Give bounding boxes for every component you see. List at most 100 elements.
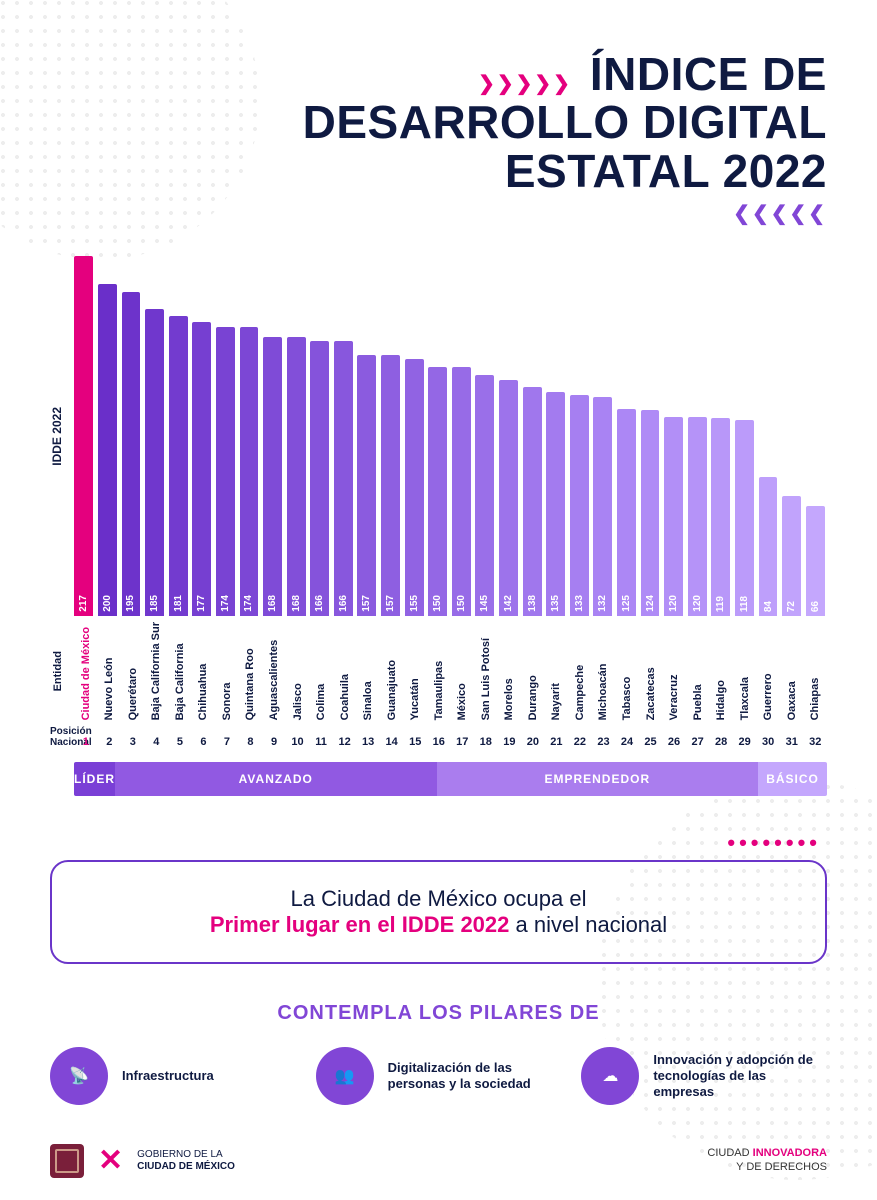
bar-value: 118 xyxy=(739,592,750,616)
gov-line-1: GOBIERNO DE LA xyxy=(137,1149,235,1161)
bar-value: 168 xyxy=(291,591,302,616)
callout-emphasis: Primer lugar en el IDDE 2022 xyxy=(210,912,510,937)
bar-value: 174 xyxy=(243,591,254,616)
entity-axis-label: Entidad xyxy=(50,622,66,720)
people-icon: 👥 xyxy=(316,1047,374,1105)
bar: 84 xyxy=(759,477,778,616)
position-label: 1 xyxy=(74,736,98,748)
bar-value: 124 xyxy=(645,591,656,616)
bar-column: 174 xyxy=(214,327,238,616)
bar-value: 200 xyxy=(102,591,113,616)
bar-chart: IDDE 2022 217200195185181177174174168168… xyxy=(50,256,827,616)
position-label: 28 xyxy=(709,736,733,748)
title-line-3: ESTATAL 2022 xyxy=(50,147,827,195)
entity-label: Aguascalientes xyxy=(268,622,280,720)
bar: 200 xyxy=(98,284,117,616)
bar: 133 xyxy=(570,395,589,616)
bar: 157 xyxy=(357,355,376,615)
bar: 174 xyxy=(240,327,259,616)
bar: 217 xyxy=(74,256,93,616)
entity-label: Hidalgo xyxy=(715,622,727,720)
bar-column: 150 xyxy=(450,367,474,616)
bar-column: 142 xyxy=(497,380,521,616)
bar: 125 xyxy=(617,409,636,616)
position-label: 6 xyxy=(192,736,216,748)
bar: 166 xyxy=(334,341,353,616)
pillar-label: Digitalización de las personas y la soci… xyxy=(388,1060,562,1093)
position-label: 19 xyxy=(498,736,522,748)
position-label: 14 xyxy=(380,736,404,748)
bar: 177 xyxy=(192,322,211,616)
slogan-pre: CIUDAD xyxy=(707,1147,752,1159)
bar-value: 66 xyxy=(810,597,821,616)
entity-label: Sinaloa xyxy=(362,622,374,720)
category-band: LÍDERAVANZADOEMPRENDEDORBÁSICO xyxy=(74,762,827,796)
antenna-icon: 📡 xyxy=(50,1047,108,1105)
position-label: 31 xyxy=(780,736,804,748)
position-label: 32 xyxy=(803,736,827,748)
bar: 195 xyxy=(122,292,141,616)
category-segment: BÁSICO xyxy=(758,762,827,796)
bar-column: 185 xyxy=(143,309,167,616)
position-label: 3 xyxy=(121,736,145,748)
entity-label: Guanajuato xyxy=(386,622,398,720)
position-label: 21 xyxy=(545,736,569,748)
bar-value: 217 xyxy=(78,591,89,616)
bar-value: 195 xyxy=(125,591,136,616)
position-label: 20 xyxy=(521,736,545,748)
category-segment: EMPRENDEDOR xyxy=(437,762,759,796)
position-axis-label: PosiciónNacional xyxy=(50,726,66,748)
bar-value: 185 xyxy=(149,591,160,616)
position-label: 23 xyxy=(592,736,616,748)
bar-value: 135 xyxy=(550,591,561,616)
bar-value: 119 xyxy=(715,592,726,616)
bar-value: 174 xyxy=(220,591,231,616)
entity-label: Guerrero xyxy=(762,622,774,720)
position-label: 2 xyxy=(98,736,122,748)
position-label: 26 xyxy=(662,736,686,748)
cdmx-knot-icon: ✕ xyxy=(98,1143,123,1178)
title-block: ❯❯❯❯❯ ÍNDICE DE DESARROLLO DIGITAL ESTAT… xyxy=(50,50,827,226)
bar-value: 157 xyxy=(361,591,372,616)
bar: 120 xyxy=(664,417,683,616)
callout-line-2-post: a nivel nacional xyxy=(509,912,667,937)
bar-column: 133 xyxy=(567,395,591,616)
callout-line-1: La Ciudad de México ocupa el xyxy=(82,886,795,912)
entity-label: Morelos xyxy=(503,622,515,720)
government-label: GOBIERNO DE LA CIUDAD DE MÉXICO xyxy=(137,1149,235,1173)
position-label: 29 xyxy=(733,736,757,748)
entity-label: Nuevo León xyxy=(103,622,115,720)
bar-value: 166 xyxy=(338,591,349,616)
bar-column: 125 xyxy=(615,409,639,616)
bar: 138 xyxy=(523,387,542,616)
bar: 150 xyxy=(452,367,471,616)
entity-label: Durango xyxy=(527,622,539,720)
bar: 166 xyxy=(310,341,329,616)
bar-value: 177 xyxy=(196,591,207,616)
bar-value: 181 xyxy=(173,591,184,616)
callout-dots-icon: •••••••• xyxy=(50,830,827,856)
bar-value: 157 xyxy=(385,591,396,616)
bar: 135 xyxy=(546,392,565,616)
entity-label: Sonora xyxy=(221,622,233,720)
position-label: 7 xyxy=(215,736,239,748)
bar-column: 155 xyxy=(402,359,426,616)
position-label: 13 xyxy=(356,736,380,748)
entity-label: Veracruz xyxy=(668,622,680,720)
entity-label: Colima xyxy=(315,622,327,720)
bar: 120 xyxy=(688,417,707,616)
chevron-left-icon: ❮❮❮❮❮ xyxy=(50,201,827,226)
bar-column: 124 xyxy=(638,410,662,616)
pillar-item: 👥 Digitalización de las personas y la soc… xyxy=(316,1047,562,1105)
category-segment: AVANZADO xyxy=(115,762,437,796)
bar-column: 145 xyxy=(473,375,497,616)
bar-column: 195 xyxy=(119,292,143,616)
bar: 66 xyxy=(806,506,825,615)
bar: 124 xyxy=(641,410,660,616)
position-label: 11 xyxy=(309,736,333,748)
entity-label: Tlaxcala xyxy=(739,622,751,720)
entity-label: Zacatecas xyxy=(645,622,657,720)
position-label: 12 xyxy=(333,736,357,748)
entity-label: Baja California Sur xyxy=(150,622,162,720)
bar-value: 120 xyxy=(668,591,679,616)
